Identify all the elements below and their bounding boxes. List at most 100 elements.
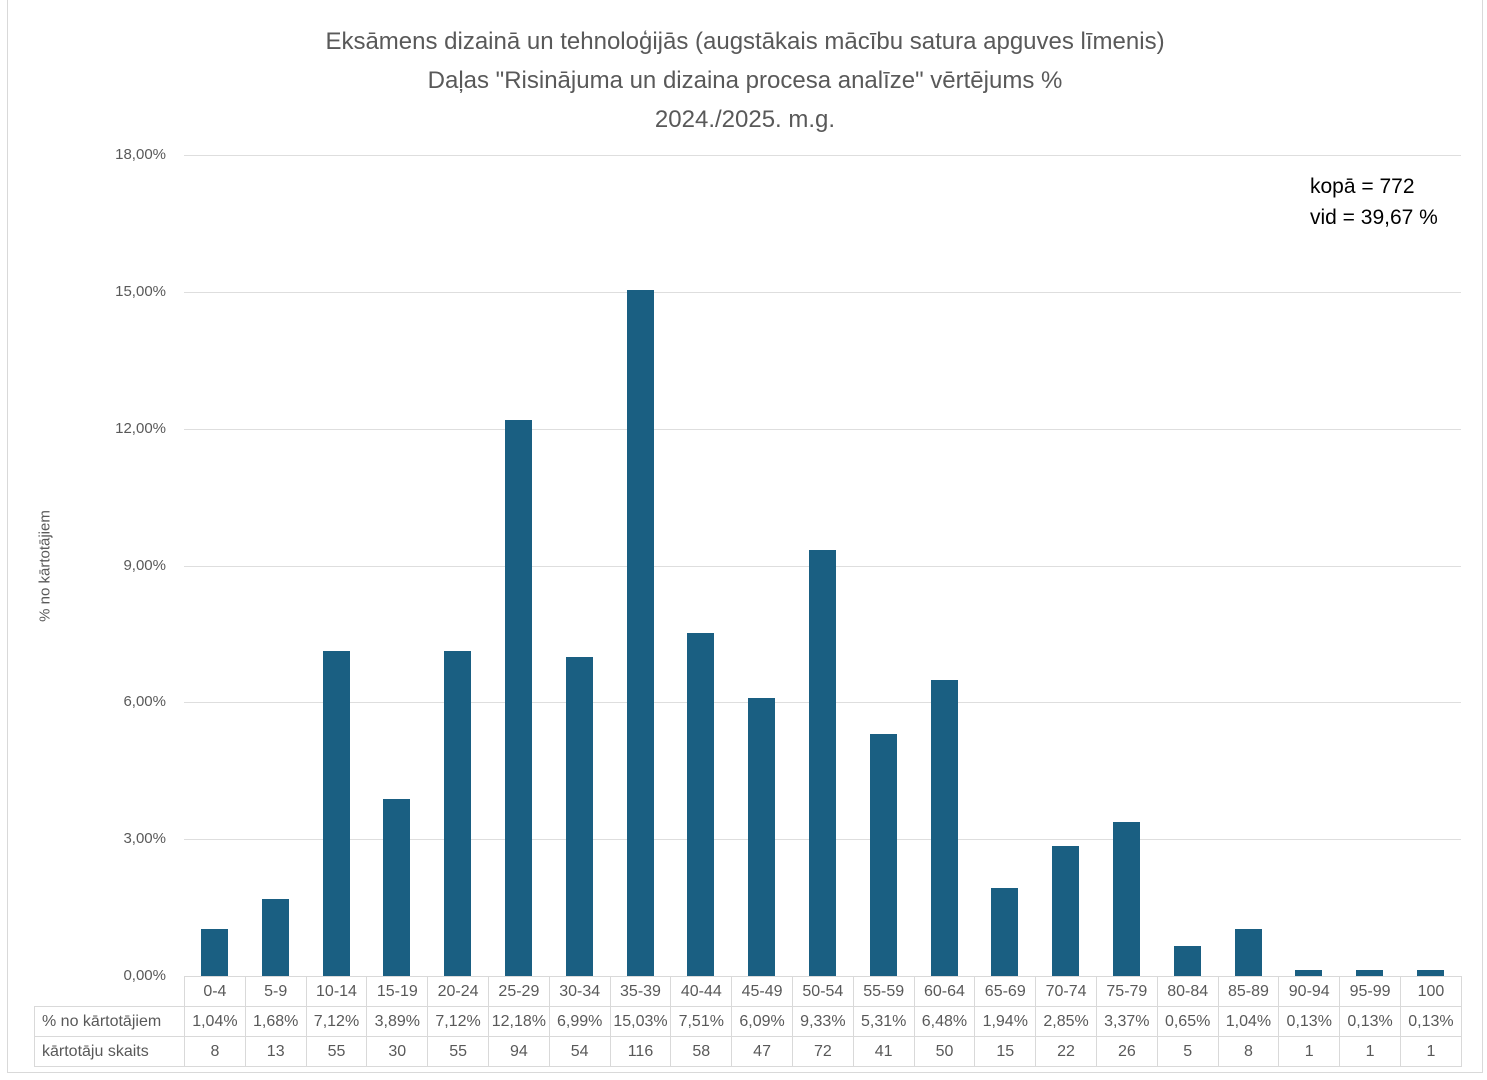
- bar: [1295, 970, 1323, 976]
- y-tick-label: 18,00%: [115, 146, 166, 163]
- table-row-label: kārtotāju skaits: [34, 1036, 185, 1067]
- y-tick-label: 9,00%: [123, 556, 166, 574]
- bar: [687, 633, 715, 976]
- table-cell: 8: [184, 1036, 246, 1067]
- bar: [1052, 846, 1080, 976]
- table-cell: 1,04%: [184, 1006, 246, 1037]
- category-label: 0-4: [184, 976, 246, 1007]
- table-cell: 6,48%: [913, 1006, 976, 1037]
- table-cell: 41: [852, 1036, 915, 1067]
- chart-title-line1: Eksāmens dizainā un tehnoloģijās (augstā…: [325, 28, 1165, 55]
- table-cell: 7,51%: [670, 1006, 733, 1037]
- table-cell: 55: [305, 1036, 368, 1067]
- category-label: 50-54: [791, 976, 854, 1007]
- bar: [626, 290, 654, 976]
- bar: [1417, 970, 1445, 976]
- bar: [504, 420, 532, 976]
- table-cell: 8: [1217, 1036, 1280, 1067]
- table-cell: 0,13%: [1278, 1006, 1341, 1037]
- y-tick-label: 3,00%: [123, 830, 166, 848]
- table-cell: 13: [244, 1036, 307, 1067]
- table-cell: 54: [548, 1036, 611, 1067]
- y-tick-label: 0,00%: [123, 967, 166, 984]
- table-cell: 2,85%: [1035, 1006, 1097, 1037]
- category-label: 75-79: [1095, 976, 1158, 1007]
- category-label: 70-74: [1035, 976, 1097, 1007]
- table-cell: 3,89%: [366, 1006, 429, 1037]
- category-label: 40-44: [670, 976, 733, 1007]
- category-label: 60-64: [913, 976, 976, 1007]
- table-cell: 9,33%: [791, 1006, 854, 1037]
- chart-title: Eksāmens dizainā un tehnoloģijās (augstā…: [7, 22, 1483, 139]
- bar: [869, 733, 897, 976]
- y-axis-title: % no kārtotājiem: [36, 510, 54, 622]
- category-label: 90-94: [1278, 976, 1341, 1007]
- table-cell: 22: [1035, 1036, 1097, 1067]
- bar: [809, 550, 836, 976]
- table-cell: 1: [1278, 1036, 1341, 1067]
- bar: [200, 928, 228, 976]
- table-row-label: % no kārtotājiem: [34, 1006, 185, 1037]
- bar: [1356, 970, 1384, 976]
- bar: [1173, 946, 1201, 976]
- bar: [930, 680, 958, 976]
- category-label: 55-59: [852, 976, 915, 1007]
- table-cell: 15,03%: [609, 1006, 672, 1037]
- table-cell: 55: [427, 1036, 489, 1067]
- table-cell: 7,12%: [305, 1006, 368, 1037]
- bar: [565, 657, 593, 976]
- chart-title-line2: Daļas "Risinājuma un dizaina procesa ana…: [427, 67, 1063, 94]
- table-cell: 0,13%: [1399, 1006, 1463, 1037]
- table-cell: 94: [487, 1036, 550, 1067]
- table-cell: 72: [791, 1036, 854, 1067]
- gridline: [184, 291, 1461, 293]
- bar: [991, 887, 1019, 976]
- data-table: 0-4 5-9 10-14 15-19 20-24 25-29 30-34 35-39 40-4…: [34, 976, 1463, 1067]
- category-label: 95-99: [1339, 976, 1401, 1007]
- table-cell: 30: [366, 1036, 429, 1067]
- category-label: 15-19: [366, 976, 429, 1007]
- category-label: 10-14: [305, 976, 368, 1007]
- bar: [261, 899, 289, 976]
- bar: [322, 651, 350, 976]
- category-label: 20-24: [427, 976, 489, 1007]
- gridline: [184, 428, 1461, 430]
- bar: [748, 698, 776, 976]
- table-cell: 1: [1339, 1036, 1401, 1067]
- bar: [1113, 822, 1141, 976]
- table-cell: 26: [1095, 1036, 1158, 1067]
- category-label: 25-29: [487, 976, 550, 1007]
- table-cell: 3,37%: [1095, 1006, 1158, 1037]
- table-cell: 6,09%: [731, 1006, 793, 1037]
- annotation-average: vid = 39,67 %: [1310, 206, 1438, 229]
- table-cell: 58: [670, 1036, 733, 1067]
- category-label: 100: [1399, 976, 1463, 1007]
- table-cell: 1,68%: [244, 1006, 307, 1037]
- table-cell: 15: [974, 1036, 1037, 1067]
- table-cell: 0,65%: [1156, 1006, 1219, 1037]
- bar: [444, 651, 472, 976]
- table-cell: 7,12%: [427, 1006, 489, 1037]
- annotation-box: kopā = 772 vid = 39,67 %: [1310, 171, 1438, 233]
- bar: [383, 798, 411, 976]
- category-label: 85-89: [1217, 976, 1280, 1007]
- chart-title-line3: 2024./2025. m.g.: [654, 106, 836, 133]
- table-cell: 47: [731, 1036, 793, 1067]
- table-cell: 12,18%: [487, 1006, 550, 1037]
- category-label: 5-9: [244, 976, 307, 1007]
- table-corner-cell: [35, 977, 185, 1007]
- table-cell: 1,04%: [1217, 1006, 1280, 1037]
- table-cell: 5: [1156, 1036, 1219, 1067]
- table-cell: 50: [913, 1036, 976, 1067]
- category-label: 45-49: [731, 976, 793, 1007]
- annotation-total: kopā = 772: [1310, 175, 1415, 198]
- table-cell: 6,99%: [548, 1006, 611, 1037]
- table-cell: 1,94%: [974, 1006, 1037, 1037]
- category-label: 30-34: [548, 976, 611, 1007]
- bar: [1234, 928, 1262, 976]
- table-cell: 0,13%: [1339, 1006, 1401, 1037]
- category-label: 80-84: [1156, 976, 1219, 1007]
- y-tick-label: 12,00%: [115, 419, 166, 437]
- category-label: 65-69: [974, 976, 1037, 1007]
